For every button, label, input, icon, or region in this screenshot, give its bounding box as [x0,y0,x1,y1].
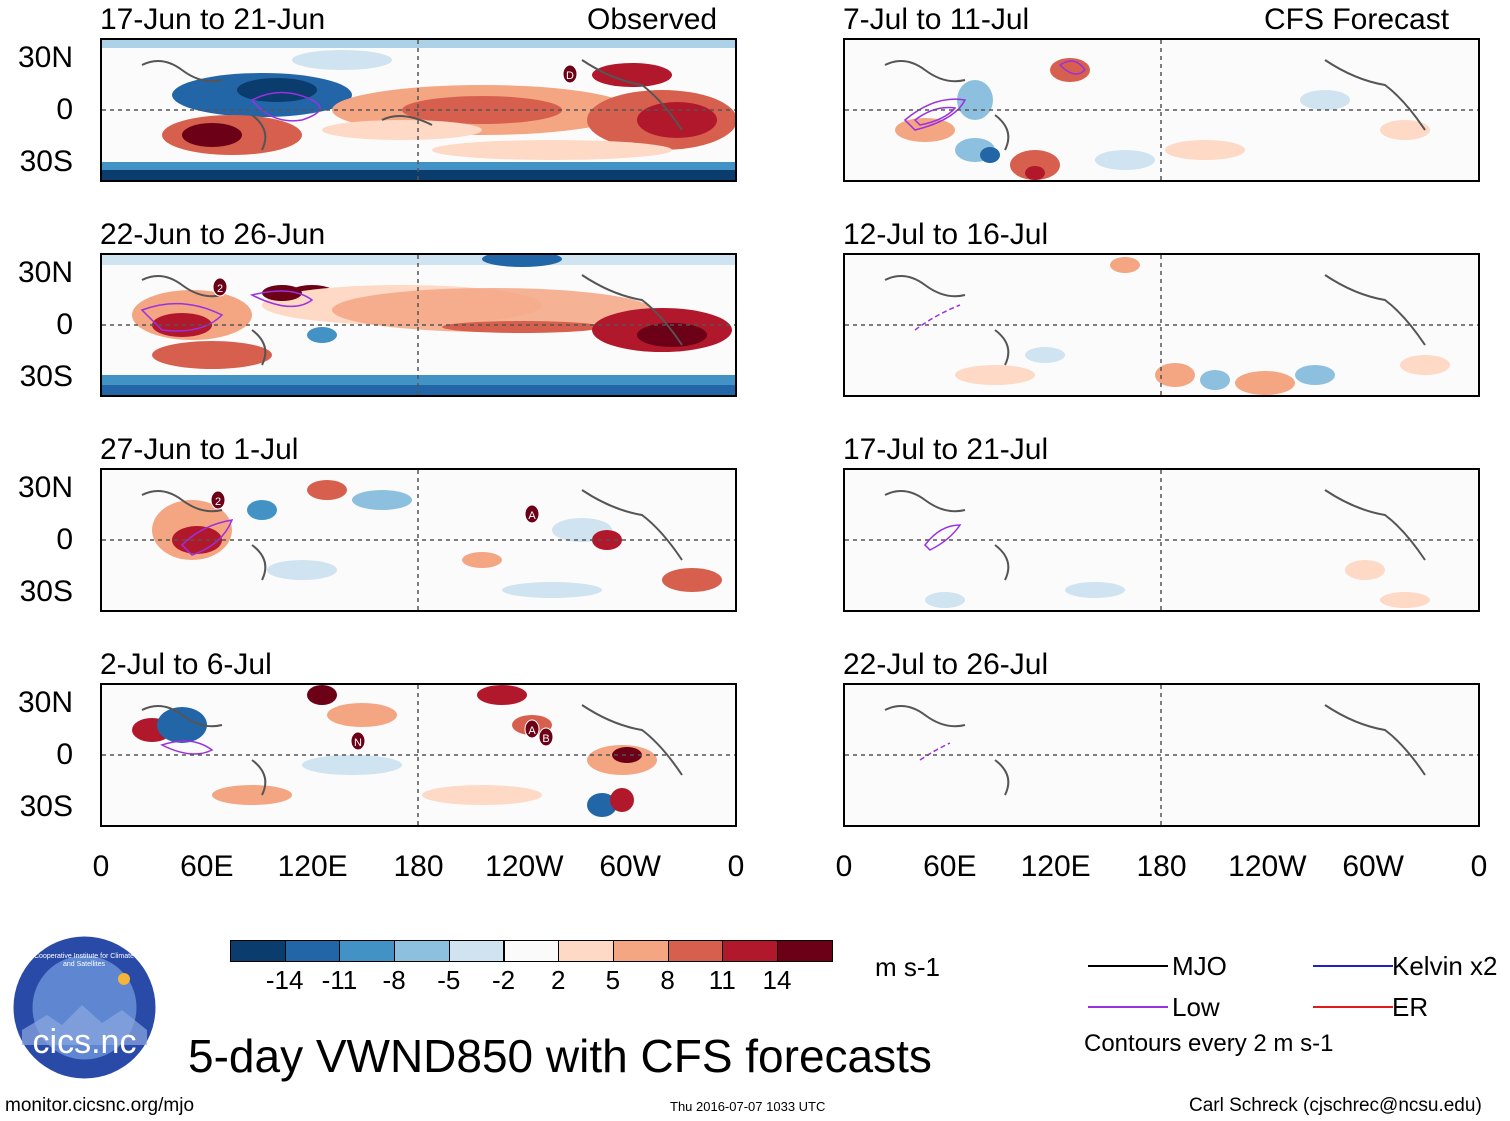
svg-text:A: A [528,725,536,737]
colorbar-tick-label: 2 [550,965,566,995]
logo-ring-text: Cooperative Institute for Climate and Sa… [34,953,134,968]
x-tick-label: 180 [1136,850,1187,883]
colorbar-tick-label: -5 [437,965,461,995]
footer-url: monitor.cicsnc.org/mjo [5,1095,195,1116]
y-tick-label: 30N [17,471,73,504]
y-tick-label: 30S [19,145,73,178]
colorbar-tick-label: 11 [708,965,736,995]
y-tick-label: 30S [19,575,73,608]
panel-title-right-1: 7-Jul to 11-Jul [843,3,1030,36]
x-tick-label: 0 [835,850,853,883]
panel-title-left-4: 2-Jul to 6-Jul [100,648,272,681]
y-tick-label: 0 [56,523,73,556]
legend-line-kelvin [1313,965,1393,967]
storm-marker-2: 2 [212,277,228,297]
colorbar-swatch [230,940,286,962]
svg-text:A: A [528,510,536,522]
y-tick-label: 30S [19,360,73,393]
storm-marker-d: D [562,64,578,84]
svg-text:B: B [542,733,549,745]
x-tick-label: 0 [1470,850,1488,883]
storm-marker-2b: 2 [210,490,226,510]
panel-tag-observed: Observed [587,3,718,36]
panel-title-left-2: 22-Jun to 26-Jun [100,218,326,251]
svg-text:2: 2 [217,283,223,295]
x-tick-label: 60W [599,850,661,883]
colorbar-tick-label: -11 [321,965,358,995]
y-tick-label: 30S [19,790,73,823]
colorbar-tick-label: 14 [762,965,792,995]
cics-logo: cics.nc Cooperative Institute for Climat… [12,935,157,1080]
colorbar-swatch [777,940,833,962]
panel-tag-cfs-forecast: CFS Forecast [1264,3,1450,36]
x-tick-label: 120W [485,850,564,883]
map-panel-observed-3: 2 A [100,468,737,612]
svg-text:D: D [566,70,574,82]
colorbar-swatch [448,940,505,962]
colorbar-swatch [612,940,669,962]
colorbar-tick-label: 8 [660,965,675,995]
colorbar-tick-label: -14 [265,965,304,995]
colorbar-swatch [722,940,778,962]
colorbar-swatch [558,940,614,962]
y-tick-label: 30N [17,686,73,719]
colorbar-swatch [667,940,724,962]
main-title: 5-day VWND850 with CFS forecasts [188,1030,932,1082]
legend-label-kelvin: Kelvin x2 [1392,951,1498,981]
panel-title-left-1: 17-Jun to 21-Jun [100,3,326,36]
panel-title-right-2: 12-Jul to 16-Jul [843,218,1049,251]
legend-label-er: ER [1392,992,1429,1022]
map-panel-observed-1: D [100,38,737,182]
svg-text:cics.nc: cics.nc [33,1023,137,1061]
legend-line-mjo [1088,965,1168,967]
colorbar-tick-label: -2 [491,965,516,995]
map-panel-forecast-1 [843,38,1480,182]
colorbar-swatch [394,940,450,962]
legend-note: Contours every 2 m s-1 [1084,1030,1334,1057]
x-tick-label: 60E [923,850,977,883]
colorbar-swatch [503,940,560,962]
legend-line-er [1313,1006,1393,1008]
x-tick-label: 180 [393,850,444,883]
y-tick-label: 0 [56,93,73,126]
storm-marker-a: A [524,504,540,524]
footer-author: Carl Schreck (cjschrec@ncsu.edu) [1189,1095,1482,1116]
panel-title-right-3: 17-Jul to 21-Jul [843,433,1049,466]
map-panel-observed-4: N A B [100,683,737,827]
x-tick-label: 60W [1342,850,1404,883]
x-tick-label: 0 [92,850,110,883]
footer-timestamp: Thu 2016-07-07 1033 UTC [670,1099,826,1114]
map-panel-observed-2: 2 [100,253,737,397]
y-tick-label: 30N [17,41,73,74]
colorbar-swatch [284,940,341,962]
svg-text:N: N [354,737,362,749]
map-panel-forecast-4 [843,683,1480,827]
x-tick-label: 0 [727,850,745,883]
legend-line-low [1088,1006,1168,1008]
x-tick-label: 120W [1228,850,1307,883]
storm-marker-b: B [538,727,554,747]
y-tick-label: 30N [17,256,73,289]
colorbar-tick-label: -8 [382,965,406,995]
map-panel-forecast-2 [843,253,1480,397]
legend-label-mjo: MJO [1172,951,1227,981]
x-tick-label: 60E [180,850,234,883]
y-tick-label: 0 [56,308,73,341]
x-tick-label: 120E [1020,850,1091,883]
colorbar-tick-label: 5 [605,965,621,995]
panel-title-left-3: 27-Jun to 1-Jul [100,433,299,466]
svg-text:2: 2 [215,496,221,508]
colorbar-units: m s-1 [875,952,940,982]
legend-label-low: Low [1172,992,1220,1022]
x-tick-label: 120E [277,850,348,883]
panel-title-right-4: 22-Jul to 26-Jul [843,648,1049,681]
storm-marker-a2: A [524,719,540,739]
colorbar-swatch [339,940,396,962]
map-panel-forecast-3 [843,468,1480,612]
storm-marker-n: N [350,731,366,751]
y-tick-label: 0 [56,738,73,771]
